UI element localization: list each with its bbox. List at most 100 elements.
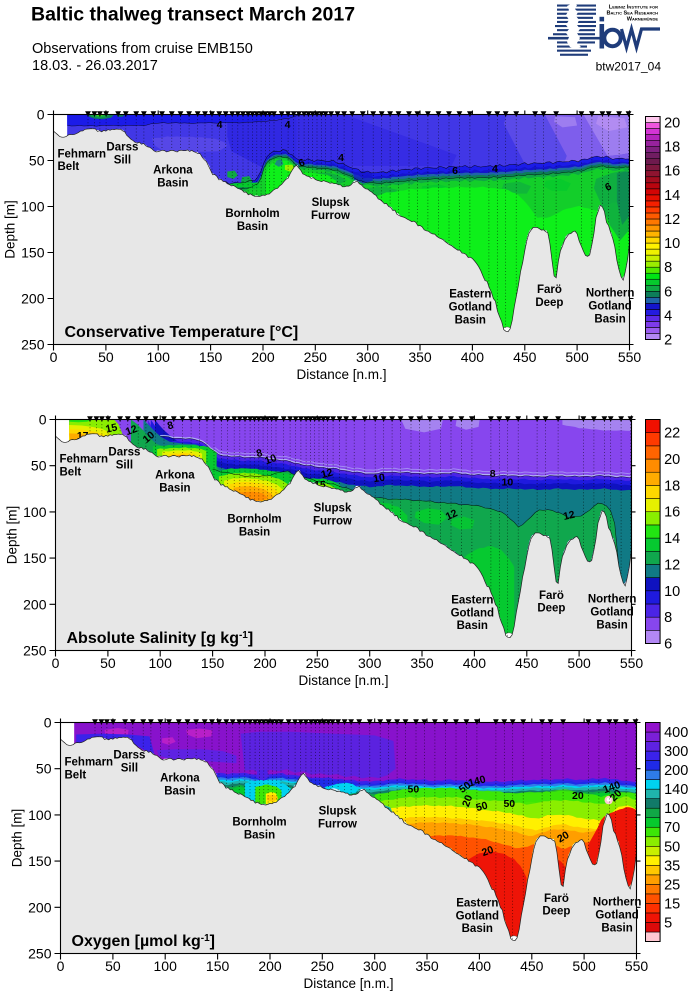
svg-text:0: 0 — [44, 715, 52, 731]
svg-text:150: 150 — [201, 655, 225, 671]
svg-text:10: 10 — [664, 236, 680, 252]
svg-text:8: 8 — [664, 610, 672, 626]
svg-text:140: 140 — [467, 773, 487, 789]
svg-text:100: 100 — [147, 349, 171, 365]
svg-text:200: 200 — [664, 763, 688, 779]
svg-text:450: 450 — [520, 958, 544, 974]
svg-text:16: 16 — [664, 164, 680, 180]
svg-text:20: 20 — [460, 793, 475, 808]
svg-text:400: 400 — [664, 725, 688, 741]
svg-text:100: 100 — [664, 801, 688, 817]
svg-text:450: 450 — [513, 349, 537, 365]
svg-text:Deep: Deep — [535, 297, 563, 309]
svg-text:Baltic thalweg transect March: Baltic thalweg transect March 2017 — [31, 4, 355, 26]
svg-text:250: 250 — [304, 349, 328, 365]
svg-text:Depth [m]: Depth [m] — [10, 809, 25, 868]
svg-text:0: 0 — [37, 107, 45, 123]
svg-text:Basin: Basin — [455, 314, 486, 326]
svg-text:Sill: Sill — [114, 154, 131, 166]
svg-text:Bornholm: Bornholm — [232, 817, 286, 829]
svg-text:150: 150 — [21, 245, 45, 261]
svg-text:100: 100 — [21, 199, 45, 215]
svg-text:70: 70 — [664, 820, 680, 836]
svg-text:Basin: Basin — [601, 922, 632, 934]
svg-text:20: 20 — [555, 829, 571, 845]
svg-text:Farö: Farö — [539, 590, 564, 602]
svg-text:Eastern: Eastern — [451, 594, 493, 606]
svg-text:12: 12 — [664, 557, 680, 573]
svg-text:Belt: Belt — [58, 161, 80, 173]
svg-text:10: 10 — [263, 452, 278, 467]
svg-text:Eastern: Eastern — [456, 897, 498, 909]
svg-text:200: 200 — [21, 291, 45, 307]
svg-text:250: 250 — [311, 958, 335, 974]
svg-text:0: 0 — [52, 655, 60, 671]
svg-text:Gotland: Gotland — [449, 302, 492, 314]
svg-text:50: 50 — [664, 839, 680, 855]
svg-text:200: 200 — [28, 899, 52, 915]
svg-text:Darss: Darss — [108, 447, 140, 459]
svg-text:8: 8 — [255, 447, 264, 460]
svg-text:0: 0 — [39, 412, 47, 428]
svg-text:Distance [n.m.]: Distance [n.m.] — [298, 673, 388, 688]
svg-text:18.03. - 26.03.2017: 18.03. - 26.03.2017 — [32, 58, 158, 74]
svg-text:35: 35 — [664, 858, 680, 874]
svg-text:400: 400 — [461, 349, 485, 365]
svg-text:Eastern: Eastern — [449, 289, 491, 301]
svg-text:Furrow: Furrow — [313, 515, 352, 527]
svg-text:8: 8 — [166, 419, 175, 432]
svg-text:Northern: Northern — [586, 288, 635, 300]
svg-text:150: 150 — [199, 349, 223, 365]
svg-text:6: 6 — [297, 156, 307, 169]
svg-text:400: 400 — [468, 958, 492, 974]
svg-text:150: 150 — [28, 853, 52, 869]
svg-text:300: 300 — [363, 958, 387, 974]
svg-text:4: 4 — [338, 152, 344, 164]
svg-text:10: 10 — [502, 477, 514, 489]
svg-text:300: 300 — [664, 744, 688, 760]
svg-text:300: 300 — [358, 655, 382, 671]
svg-text:12: 12 — [444, 507, 460, 523]
svg-text:18: 18 — [664, 478, 680, 494]
svg-text:Slupsk: Slupsk — [319, 805, 357, 817]
svg-text:Darss: Darss — [113, 750, 145, 762]
svg-text:16: 16 — [664, 505, 680, 521]
svg-text:Absolute Salinity [g kg-1]: Absolute Salinity [g kg-1] — [67, 630, 254, 647]
svg-text:250: 250 — [23, 643, 47, 659]
svg-text:Leibniz Institute for: Leibniz Institute for — [609, 4, 658, 10]
svg-text:20: 20 — [664, 452, 680, 468]
svg-text:22: 22 — [664, 426, 680, 442]
svg-text:100: 100 — [154, 958, 178, 974]
svg-text:140: 140 — [664, 782, 688, 798]
svg-text:Gotland: Gotland — [595, 909, 638, 921]
svg-text:Basin: Basin — [237, 221, 268, 233]
svg-text:Gotland: Gotland — [451, 607, 494, 619]
svg-text:250: 250 — [21, 337, 45, 353]
svg-text:Fehmarn: Fehmarn — [58, 148, 107, 160]
svg-text:Belt: Belt — [65, 769, 87, 781]
svg-text:Warnemünde: Warnemünde — [627, 17, 659, 23]
svg-text:25: 25 — [664, 877, 680, 893]
svg-text:Arkona: Arkona — [155, 470, 195, 482]
svg-text:Arkona: Arkona — [160, 773, 200, 785]
svg-text:14: 14 — [664, 188, 680, 204]
svg-text:Basin: Basin — [594, 313, 625, 325]
svg-text:500: 500 — [565, 349, 589, 365]
svg-text:550: 550 — [620, 655, 644, 671]
svg-text:Slupsk: Slupsk — [314, 502, 352, 514]
svg-text:Belt: Belt — [60, 466, 82, 478]
svg-text:Gotland: Gotland — [590, 606, 633, 618]
svg-text:50: 50 — [29, 153, 45, 169]
svg-text:Northern: Northern — [588, 594, 637, 606]
svg-text:Basin: Basin — [462, 923, 493, 935]
svg-text:8: 8 — [490, 468, 496, 480]
svg-text:350: 350 — [415, 958, 439, 974]
svg-text:Slupsk: Slupsk — [312, 197, 350, 209]
svg-text:btw2017_04: btw2017_04 — [596, 60, 662, 74]
svg-text:Distance [n.m.]: Distance [n.m.] — [296, 367, 386, 382]
svg-text:Furrow: Furrow — [318, 818, 357, 830]
svg-text:Deep: Deep — [542, 906, 570, 918]
svg-text:100: 100 — [149, 655, 173, 671]
svg-text:Basin: Basin — [596, 619, 627, 631]
svg-text:200: 200 — [23, 596, 47, 612]
